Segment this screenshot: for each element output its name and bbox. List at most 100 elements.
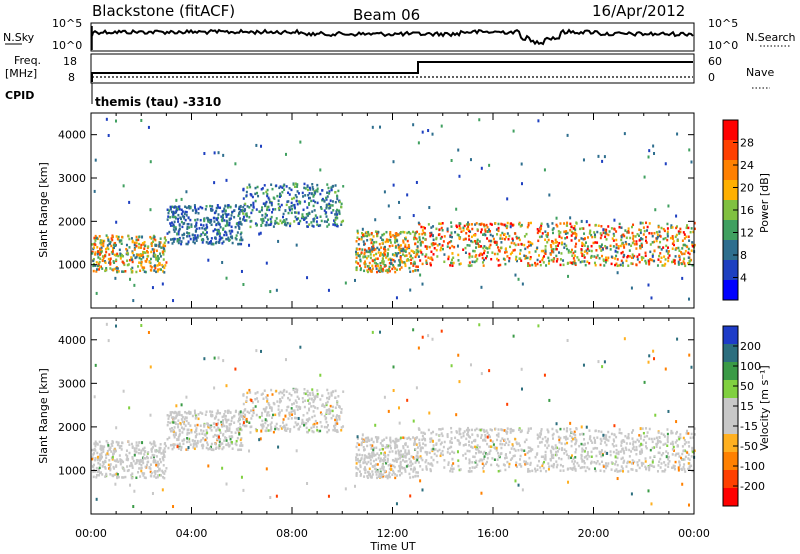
power-cell (301, 191, 304, 195)
velocity-cell (98, 440, 101, 444)
power-cell (632, 223, 635, 227)
velocity-cell (173, 411, 176, 415)
power-cell (647, 155, 650, 159)
power-cell (577, 258, 580, 262)
power-cell (601, 159, 604, 163)
power-cell (419, 241, 422, 244)
velocity-cell (361, 433, 364, 437)
power-cell (118, 248, 121, 252)
power-cell (244, 213, 247, 216)
power-cell (645, 235, 648, 239)
power-cell (267, 205, 270, 209)
power-cell (238, 226, 241, 230)
power-cell (407, 230, 410, 234)
power-cell (260, 188, 263, 191)
velocity-cell (319, 373, 322, 377)
power-cell (188, 232, 191, 235)
velocity-cell (438, 428, 441, 431)
power-cell (278, 192, 281, 196)
velocity-cell (513, 454, 516, 457)
power-cell (645, 241, 648, 244)
power-cell (388, 265, 391, 269)
velocity-cell (588, 455, 591, 458)
velocity-cell (293, 416, 296, 420)
velocity-cell (242, 393, 245, 397)
velocity-cell (104, 475, 107, 478)
nsearch-label: N.Search (746, 31, 796, 44)
velocity-cell (365, 436, 368, 440)
velocity-cell (396, 439, 399, 442)
velocity-cell (467, 433, 470, 437)
velocity-cell (456, 439, 459, 442)
velocity-cell (254, 398, 257, 401)
power-cell (506, 232, 509, 235)
power-cell (241, 209, 244, 212)
velocity-cell (580, 442, 583, 446)
power-cell (328, 192, 331, 195)
velocity-cell (675, 439, 678, 442)
velocity-cell (683, 458, 686, 461)
velocity-cell (363, 467, 366, 471)
velocity-cell (573, 460, 576, 463)
power-cell (585, 249, 588, 252)
velocity-cell (505, 430, 508, 433)
velocity-cell (94, 440, 97, 443)
power-cell (436, 255, 439, 258)
velocity-cell (554, 446, 557, 450)
velocity-cell (224, 417, 227, 421)
velocity-cell (646, 434, 649, 438)
power-cell (313, 217, 316, 220)
power-cell (396, 268, 399, 272)
power-cell (681, 239, 684, 242)
power-cell (452, 261, 455, 265)
velocity-cell (481, 459, 484, 462)
power-cell (291, 197, 294, 201)
velocity-cell (688, 445, 691, 448)
velocity-cell (621, 467, 624, 470)
power-cell (394, 244, 397, 248)
velocity-cell (163, 455, 166, 459)
velocity-cell (574, 469, 577, 472)
velocity-cell (560, 448, 563, 452)
power-cell (588, 261, 591, 265)
velocity-cell (289, 430, 292, 433)
power-cell (678, 254, 681, 258)
velocity-cell (404, 451, 407, 454)
velocity-cell (600, 451, 603, 454)
power-cell (574, 250, 577, 253)
power-cell (179, 216, 182, 219)
power-cell (575, 234, 578, 237)
velocity-cell (326, 430, 329, 434)
power-cell (356, 236, 359, 239)
velocity-cell (109, 473, 112, 476)
power-cell (499, 234, 502, 237)
velocity-cell (385, 475, 388, 478)
velocity-cell (628, 460, 631, 464)
velocity-cell (550, 455, 553, 458)
power-cell (222, 209, 225, 213)
velocity-cell (104, 467, 107, 470)
velocity-cell (287, 417, 290, 420)
velocity-cell (294, 387, 297, 391)
power-cell (623, 253, 626, 257)
velocity-cell (528, 470, 531, 473)
power-cell (600, 233, 603, 237)
velocity-cell (215, 415, 218, 418)
power-cell (176, 207, 179, 211)
velocity-cell (574, 437, 577, 441)
power-cell (670, 226, 673, 229)
velocity-cell (185, 411, 188, 415)
velocity-cell (303, 405, 306, 409)
velocity-cell (644, 445, 647, 448)
power-cell (462, 226, 465, 230)
velocity-cell (364, 440, 367, 443)
velocity-cell (329, 409, 332, 413)
velocity-cell (269, 429, 272, 432)
velocity-cell (367, 460, 370, 464)
velocity-cell (143, 453, 146, 456)
power-cell (545, 234, 548, 237)
power-cell (370, 241, 373, 245)
velocity-cell (110, 450, 113, 453)
velocity-cell (398, 464, 401, 468)
velocity-cell (226, 428, 229, 431)
